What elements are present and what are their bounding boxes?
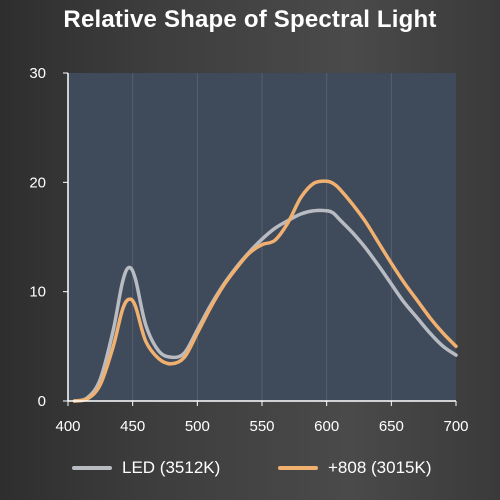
series-lines [72,179,458,403]
legend-label-led: LED (3512K) [122,458,221,477]
legend-swatch-808 [278,466,318,470]
y-tick-label-10: 10 [29,284,46,301]
x-tick-label-600: 600 [314,418,339,435]
legend-label-808: +808 (3015K) [328,458,432,477]
legend-item-808: +808 (3015K) [278,458,432,478]
y-tick-label-30: 30 [29,65,46,82]
series-line-led [72,208,458,403]
x-tick-label-400: 400 [55,418,80,435]
legend-swatch-led [72,466,112,470]
axes: 400 450 500 550 600 650 700 0 10 20 30 [29,65,468,435]
series-line-808 [72,179,458,403]
chart-title: Relative Shape of Spectral Light [63,6,437,33]
y-tick-label-20: 20 [29,174,46,191]
x-tick-label-450: 450 [120,418,145,435]
y-tick-label-0: 0 [38,393,46,410]
legend: LED (3512K) +808 (3015K) [0,458,500,488]
x-tick-label-650: 650 [379,418,404,435]
legend-item-led: LED (3512K) [72,458,220,478]
x-tick-label-700: 700 [443,418,468,435]
x-tick-label-500: 500 [185,418,210,435]
x-tick-label-550: 550 [249,418,274,435]
